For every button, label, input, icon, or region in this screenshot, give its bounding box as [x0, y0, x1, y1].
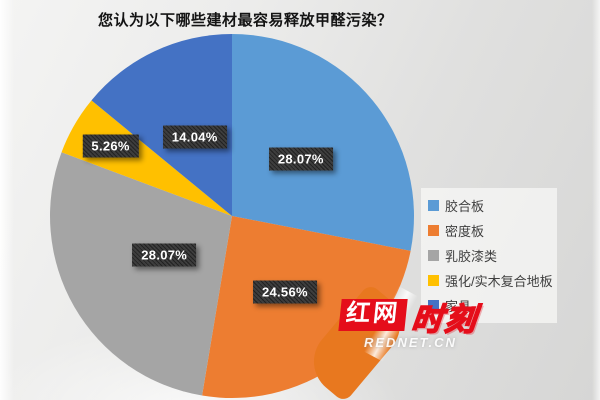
pie-slice-2: [50, 152, 232, 396]
slice-value-label-0: 28.07%: [269, 148, 333, 171]
pie-slice-0: [232, 34, 414, 251]
legend-label: 密度板: [445, 224, 485, 239]
legend-swatch-icon: [428, 300, 439, 311]
chart-title: 您认为以下哪些建材最容易释放甲醛污染？: [98, 12, 393, 29]
legend-swatch-icon: [428, 250, 439, 261]
legend-item-1: 密度板: [428, 221, 557, 240]
legend-label: 乳胶漆类: [445, 249, 498, 264]
legend-label: 强化/实木复合地板: [445, 274, 553, 289]
legend-swatch-icon: [428, 275, 439, 286]
right-edge-highlight: [592, 0, 600, 400]
watermark-site-url: REDNET.CN: [364, 335, 457, 350]
pie-slice-3: [61, 100, 232, 216]
left-edge-highlight: [0, 0, 14, 400]
slice-value-label-4: 14.04%: [163, 126, 227, 149]
slice-value-label-2: 28.07%: [132, 244, 196, 267]
legend-item-4: 家具: [428, 296, 557, 315]
slice-value-label-3: 5.26%: [82, 134, 138, 157]
watermark: 红网 时刻 REDNET.CN: [300, 281, 508, 400]
legend-swatch-icon: [428, 225, 439, 236]
legend-label: 家具: [445, 299, 472, 314]
pie-slice-1: [202, 216, 411, 398]
watermark-brand-block: 红网: [338, 299, 408, 332]
legend-item-2: 乳胶漆类: [428, 246, 557, 265]
pie-slice-4: [91, 34, 232, 216]
legend-item-3: 强化/实木复合地板: [428, 271, 557, 290]
legend-label: 胶合板: [445, 199, 485, 214]
chart-legend: 胶合板密度板乳胶漆类强化/实木复合地板 家具: [421, 188, 557, 323]
legend-item-0: 胶合板: [428, 196, 557, 215]
slice-value-label-1: 24.56%: [253, 281, 317, 304]
watermark-brand-outline: 时刻: [409, 301, 480, 338]
legend-swatch-icon: [428, 200, 439, 211]
